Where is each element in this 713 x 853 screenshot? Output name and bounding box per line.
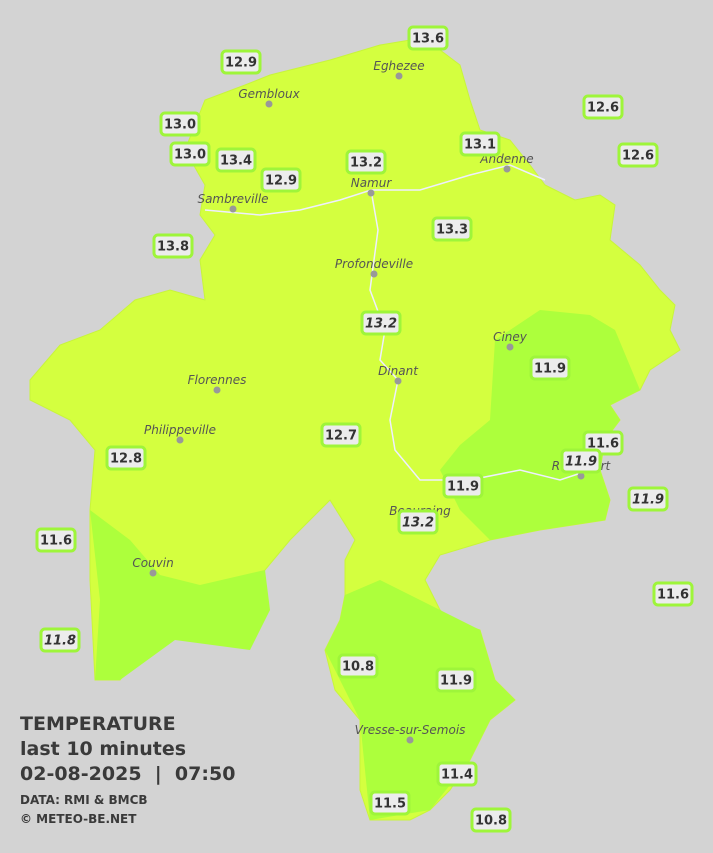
station-value: 12.9 xyxy=(265,174,297,189)
station-value: 11.8 xyxy=(44,634,76,649)
station-value: 12.7 xyxy=(325,429,357,444)
city-dot xyxy=(406,736,414,744)
station-value: 11.6 xyxy=(40,534,72,549)
city-label: Philippeville xyxy=(144,423,216,437)
city-label: Dinant xyxy=(378,364,419,378)
station-value: 10.8 xyxy=(342,660,374,675)
city-dot xyxy=(229,205,237,213)
station-value: 11.6 xyxy=(657,588,689,603)
station-value: 13.0 xyxy=(164,118,196,133)
station-box xyxy=(169,141,211,167)
station-box xyxy=(442,473,484,499)
station-value: 11.5 xyxy=(374,797,406,812)
station-value: 13.2 xyxy=(402,516,434,531)
station-box xyxy=(436,761,478,787)
river xyxy=(369,189,591,481)
station-value: 13.6 xyxy=(412,32,444,47)
station-box xyxy=(337,653,379,679)
station-box xyxy=(35,527,77,553)
city-dot xyxy=(395,72,403,80)
station-box xyxy=(407,25,449,51)
station-box xyxy=(652,581,694,607)
station-box xyxy=(397,509,439,535)
city-dot xyxy=(149,569,157,577)
station-box xyxy=(431,216,473,242)
station-value: 11.4 xyxy=(441,768,473,783)
city-dot xyxy=(503,165,511,173)
station-box xyxy=(345,149,387,175)
legend-source: DATA: RMI & BMCB xyxy=(20,793,148,807)
station-value: 13.3 xyxy=(436,223,468,238)
station-value: 11.6 xyxy=(587,437,619,452)
city-label: Couvin xyxy=(132,556,173,570)
station-box xyxy=(260,167,302,193)
station-value: 13.4 xyxy=(220,154,252,169)
city-dot xyxy=(370,270,378,278)
station-value: 11.9 xyxy=(440,674,472,689)
station-box xyxy=(529,355,571,381)
legend-timestamp: 02-08-2025 | 07:50 xyxy=(20,763,235,785)
city-label: Ciney xyxy=(493,330,528,344)
zone xyxy=(440,310,640,540)
city-dot xyxy=(213,386,221,394)
station-value: 10.8 xyxy=(475,814,507,829)
legend-subtitle: last 10 minutes xyxy=(20,738,186,760)
station-box xyxy=(220,49,262,75)
station-value: 12.8 xyxy=(110,452,142,467)
station-value: 11.9 xyxy=(565,455,597,470)
station-box xyxy=(159,111,201,137)
city-dot xyxy=(577,472,585,480)
station-box xyxy=(215,147,257,173)
legend-credit: © METEO-BE.NET xyxy=(20,812,137,826)
zone xyxy=(90,510,270,680)
station-box xyxy=(435,667,477,693)
city-dot xyxy=(506,343,514,351)
station-value: 11.9 xyxy=(534,362,566,377)
city-dot xyxy=(176,436,184,444)
station-value: 11.9 xyxy=(447,480,479,495)
city-dot xyxy=(394,377,402,385)
city-dot xyxy=(265,100,273,108)
station-box xyxy=(560,448,602,474)
city-label: Florennes xyxy=(188,373,247,387)
station-value: 13.1 xyxy=(464,138,496,153)
zone xyxy=(325,580,515,820)
city-label: Namur xyxy=(351,176,393,190)
station-box xyxy=(470,807,512,833)
station-value: 12.9 xyxy=(225,56,257,71)
station-box xyxy=(105,445,147,471)
city-label: Sambreville xyxy=(197,192,268,206)
station-value: 12.6 xyxy=(587,101,619,116)
station-value: 11.9 xyxy=(632,493,664,508)
station-box xyxy=(459,131,501,157)
station-box xyxy=(582,94,624,120)
station-box xyxy=(617,142,659,168)
station-box xyxy=(369,790,411,816)
station-value: 13.8 xyxy=(157,240,189,255)
station-box xyxy=(39,627,81,653)
city-label: Profondeville xyxy=(335,257,413,271)
station-value: 12.6 xyxy=(622,149,654,164)
city-label: Vresse-sur-Semois xyxy=(355,723,466,737)
station-box xyxy=(152,233,194,259)
station-value: 13.0 xyxy=(174,148,206,163)
station-box xyxy=(627,486,669,512)
station-box xyxy=(360,310,402,336)
station-value: 13.2 xyxy=(365,317,397,332)
city-label: Eghezee xyxy=(373,59,424,73)
legend-title: TEMPERATURE xyxy=(20,713,176,735)
station-value: 13.2 xyxy=(350,156,382,171)
station-box xyxy=(320,422,362,448)
city-label: Gembloux xyxy=(238,87,300,101)
city-dot xyxy=(367,189,375,197)
